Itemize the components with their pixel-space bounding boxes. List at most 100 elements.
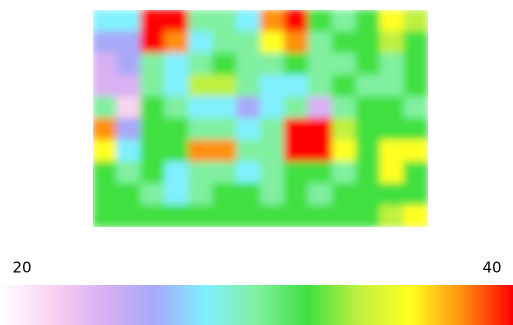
heat-cell [140, 161, 166, 185]
heat-cell [212, 183, 238, 206]
heat-cell [93, 183, 118, 206]
heat-cell [164, 31, 190, 54]
heat-cell [164, 52, 190, 76]
heat-cell [307, 183, 333, 206]
heat-cell [260, 183, 285, 206]
heat-cell [236, 96, 261, 119]
heat-cell [164, 74, 190, 98]
heat-cell [93, 204, 118, 227]
heat-cell [260, 10, 285, 33]
heat-cell [93, 118, 118, 141]
heat-cell [355, 10, 381, 33]
colorbar-tick-label: 20 [12, 259, 31, 277]
heat-cell [212, 96, 238, 119]
heat-cell [212, 139, 238, 163]
heat-cell [140, 96, 166, 119]
heat-cell [164, 139, 190, 163]
heat-cell [331, 74, 357, 98]
heat-cell [93, 139, 118, 163]
heat-cell [379, 10, 405, 33]
heat-cell [212, 161, 238, 185]
heat-cell [283, 161, 309, 185]
heat-cell [283, 31, 309, 54]
heat-cell [331, 204, 357, 227]
heat-cell [93, 52, 118, 76]
heat-cell [355, 204, 381, 227]
heat-cell [164, 10, 190, 33]
heat-cell [307, 52, 333, 76]
heat-cell [93, 31, 118, 54]
heat-cell [116, 10, 142, 33]
heat-cell [307, 161, 333, 185]
heat-cell [140, 139, 166, 163]
heat-cell [355, 96, 381, 119]
heat-cell [307, 10, 333, 33]
heat-cell [116, 52, 142, 76]
heat-cell [93, 74, 118, 98]
heat-cell [283, 183, 309, 206]
heat-cell [403, 96, 428, 119]
heat-cell [140, 52, 166, 76]
heat-cell [236, 139, 261, 163]
heat-cell [260, 74, 285, 98]
heat-cell [307, 31, 333, 54]
heat-cell [260, 96, 285, 119]
heat-cell [260, 52, 285, 76]
heat-cell [379, 183, 405, 206]
heat-cell [307, 118, 333, 141]
heat-cell [188, 118, 214, 141]
heat-cell [236, 161, 261, 185]
heat-cell [283, 139, 309, 163]
heatmap-image [93, 10, 428, 227]
heat-cell [188, 31, 214, 54]
heat-cell [236, 183, 261, 206]
heat-cell [331, 10, 357, 33]
heat-cell [331, 183, 357, 206]
heat-cell [260, 118, 285, 141]
heat-cell [188, 74, 214, 98]
heat-cell [116, 183, 142, 206]
heat-cell [379, 52, 405, 76]
heat-cell [140, 74, 166, 98]
heat-cell [403, 183, 428, 206]
heat-cell [140, 10, 166, 33]
heat-cell [236, 204, 261, 227]
heat-cell [93, 10, 118, 33]
heat-cell [93, 96, 118, 119]
heat-cell [403, 10, 428, 33]
heat-cell [403, 74, 428, 98]
heat-cell [403, 52, 428, 76]
colorbar [0, 285, 513, 325]
heat-cell [403, 204, 428, 227]
colorbar-tick-label: 40 [482, 259, 501, 277]
heat-cell [188, 204, 214, 227]
heat-cell [164, 118, 190, 141]
heat-cell [116, 204, 142, 227]
heat-cell [164, 204, 190, 227]
heat-cell [379, 96, 405, 119]
heat-cell [212, 52, 238, 76]
heat-cell [164, 161, 190, 185]
heat-cell [188, 10, 214, 33]
heat-cell [379, 204, 405, 227]
heat-cell [355, 183, 381, 206]
heat-cell [212, 31, 238, 54]
heat-cell [307, 204, 333, 227]
heat-cell [212, 10, 238, 33]
heat-cell [355, 139, 381, 163]
heat-cell [355, 118, 381, 141]
heat-cell [307, 139, 333, 163]
heat-cell [403, 31, 428, 54]
heat-cell [283, 204, 309, 227]
heat-cell [403, 118, 428, 141]
heat-cell [331, 96, 357, 119]
heat-cell [116, 118, 142, 141]
heat-cell [236, 10, 261, 33]
heat-cell [355, 74, 381, 98]
heat-cell [116, 96, 142, 119]
heat-cell [355, 161, 381, 185]
heat-cell [93, 161, 118, 185]
heat-cell [188, 52, 214, 76]
heat-cell [331, 161, 357, 185]
